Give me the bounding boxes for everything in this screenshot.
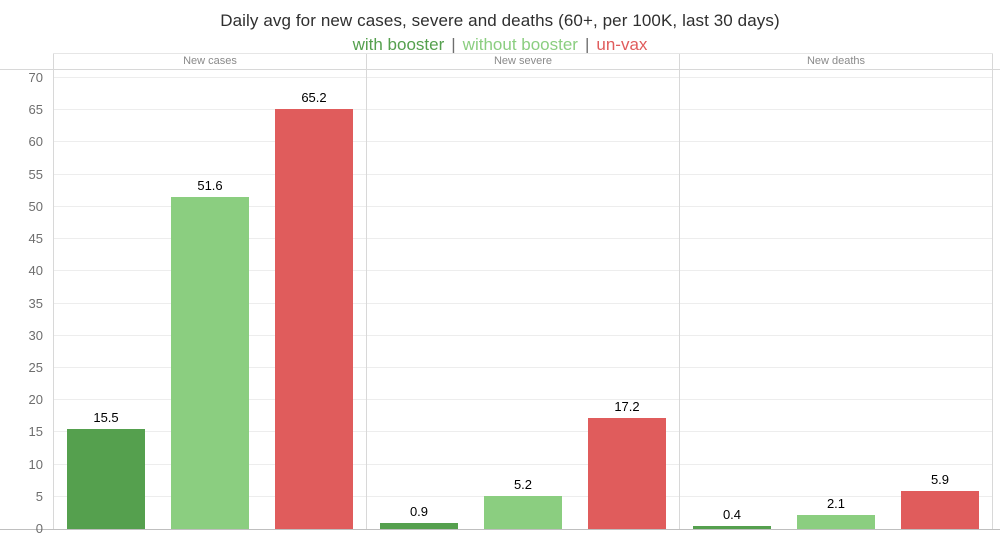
y-tick-label: 15 (28, 424, 43, 440)
legend-item-with-booster: with booster (352, 35, 445, 54)
bar-value-label-without-booster-new-severe: 5.2 (513, 476, 533, 492)
legend-item-un-vax: un-vax (596, 35, 648, 54)
panel-new-severe: 0.9 5.2 17.2 (366, 70, 679, 529)
bar-without-booster-new-deaths[interactable] (797, 515, 875, 529)
y-tick-label: 10 (28, 456, 43, 472)
y-tick-label: 50 (28, 198, 43, 214)
gridline (53, 270, 993, 272)
bar-value-label-without-booster-new-deaths: 2.1 (826, 496, 846, 512)
bar-with-booster-new-severe[interactable] (380, 523, 458, 529)
gridline (53, 173, 993, 175)
gridline (53, 431, 993, 433)
bar-value-label-un-vax-new-deaths: 5.9 (930, 472, 950, 487)
panel-header-new-severe: New severe (366, 54, 679, 69)
y-tick-label: 0 (35, 521, 43, 535)
y-tick-label: 30 (28, 327, 43, 343)
chart-legend: with booster | without booster | un-vax (0, 35, 1000, 55)
bar-with-booster-new-deaths[interactable] (693, 526, 771, 529)
plot-area: 0 5 10 15 20 25 30 35 40 45 50 55 60 65 70 15.5 51.6 65.… (0, 70, 1000, 535)
gridline (53, 109, 993, 111)
y-tick-label: 65 (28, 102, 43, 118)
gridline (53, 141, 993, 143)
bar-un-vax-new-deaths[interactable] (900, 491, 979, 529)
chart-area: New cases New severe New deaths 0 5 10 15 20 25… (0, 53, 1000, 535)
bar-value-label-un-vax-new-cases: 65.2 (301, 89, 327, 105)
bar-value-label-with-booster-new-deaths: 0.4 (722, 507, 742, 523)
panel-headers: New cases New severe New deaths (53, 53, 993, 69)
y-axis-gutter (0, 53, 53, 69)
gridline (53, 205, 993, 207)
y-tick-label: 45 (28, 231, 43, 247)
y-tick-label: 70 (28, 70, 43, 85)
legend-item-without-booster: without booster (462, 35, 578, 54)
legend-separator: | (584, 35, 590, 54)
panels: 15.5 51.6 65.2 0.9 5.2 17.2 0.4 2.1 5.9 (53, 70, 993, 529)
y-axis: 0 5 10 15 20 25 30 35 40 45 50 55 60 65 70 (0, 70, 53, 535)
gridline (53, 399, 993, 401)
y-tick-label: 35 (28, 295, 43, 311)
y-tick-label: 25 (28, 359, 43, 375)
y-tick-label: 20 (28, 392, 43, 408)
y-tick-label: 60 (28, 134, 43, 150)
panel-header-new-deaths: New deaths (679, 54, 993, 69)
bar-value-label-with-booster-new-cases: 15.5 (93, 410, 119, 426)
gridline (53, 302, 993, 304)
legend-separator: | (451, 35, 456, 54)
panel-header-row: New cases New severe New deaths (0, 53, 1000, 70)
gridline (53, 334, 993, 336)
gridline (53, 366, 993, 368)
y-tick-label: 40 (28, 263, 43, 279)
chart-title: Daily avg for new cases, severe and deat… (220, 11, 780, 30)
panel-new-cases: 15.5 51.6 65.2 (53, 70, 366, 529)
bar-value-label-un-vax-new-severe: 17.2 (614, 399, 640, 415)
bar-without-booster-new-severe[interactable] (484, 495, 562, 529)
y-tick-label: 5 (35, 488, 43, 504)
bar-un-vax-new-severe[interactable] (587, 418, 666, 529)
bar-without-booster-new-cases[interactable] (171, 196, 249, 529)
gridline (53, 463, 993, 465)
panel-new-deaths: 0.4 2.1 5.9 (679, 70, 993, 529)
gridline (53, 238, 993, 240)
gridline (53, 77, 993, 78)
bar-with-booster-new-cases[interactable] (67, 429, 145, 529)
bar-un-vax-new-cases[interactable] (274, 108, 353, 529)
bar-value-label-with-booster-new-severe: 0.9 (409, 504, 429, 520)
panel-header-new-cases: New cases (53, 54, 366, 69)
bar-value-label-without-booster-new-cases: 51.6 (197, 177, 223, 193)
y-tick-label: 55 (28, 166, 43, 182)
